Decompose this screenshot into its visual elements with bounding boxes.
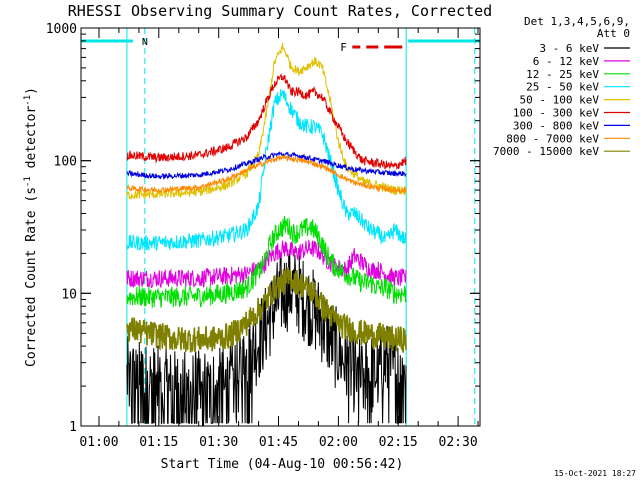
series-trace [126, 73, 407, 171]
series-trace [126, 249, 407, 427]
legend-label: 7000 - 15000 keV [493, 145, 599, 158]
plot-frame [80, 27, 481, 427]
y-tick-label: 10 [61, 287, 77, 302]
series-3-6-keV-line [126, 249, 407, 427]
series-trace [126, 267, 407, 353]
chart-title: RHESSI Observing Summary Count Rates, Co… [68, 2, 492, 20]
y-tick-label: 1000 [46, 22, 77, 37]
generation-timestamp: 15-Oct-2021 18:27 [554, 469, 636, 478]
legend-header-line2: Att 0 [597, 27, 630, 40]
x-axis-label: Start Time (04-Aug-10 00:56:42) [161, 457, 404, 472]
series-50-100-keV-line [126, 43, 407, 200]
night-flag-label: N [142, 37, 148, 48]
series-trace [126, 216, 407, 308]
axes: 1 10 100 1000 01:00 01:15 01:30 01:45 02:00 02:15… [46, 22, 480, 450]
series-300-800-keV-line [126, 150, 407, 180]
x-tick-label: 01:30 [199, 435, 238, 450]
legend-label: 3 - 6 keV [539, 42, 599, 55]
series-trace [126, 154, 407, 194]
legend-label: 300 - 800 keV [513, 119, 599, 132]
legend-label: 100 - 300 keV [513, 107, 599, 120]
series-trace [126, 239, 407, 290]
series-800-7000-keV-line [126, 154, 407, 194]
x-tick-label: 02:30 [439, 435, 478, 450]
legend-label: 800 - 7000 keV [506, 132, 599, 145]
legend-header-line1: Det 1,3,4,5,6,9, [524, 15, 630, 28]
x-tick-label: 01:00 [79, 435, 118, 450]
series-trace [126, 43, 407, 200]
series-25-50-keV-line [126, 89, 407, 251]
series-trace [126, 150, 407, 180]
series-6-12-keV-line [126, 239, 407, 290]
series-100-300-keV-line [126, 73, 407, 171]
y-tick-label: 100 [54, 155, 77, 170]
x-tick-label: 02:15 [379, 435, 418, 450]
legend-label: 6 - 12 keV [533, 55, 600, 68]
series-12-25-keV-line [126, 216, 407, 308]
y-axis-label: Corrected Count Rate (s-1 detector-1) [23, 87, 39, 367]
series-trace [126, 89, 407, 251]
legend-label: 12 - 25 keV [526, 68, 599, 81]
legend-label: 50 - 100 keV [520, 94, 600, 107]
series-7000-15000-keV-line [126, 267, 407, 353]
legend-label: 25 - 50 keV [526, 81, 599, 94]
x-tick-label: 01:45 [259, 435, 298, 450]
x-tick-label: 02:00 [319, 435, 358, 450]
flare-flag-label: F [340, 41, 347, 54]
x-tick-label: 01:15 [139, 435, 178, 450]
y-tick-label: 1 [69, 420, 77, 435]
